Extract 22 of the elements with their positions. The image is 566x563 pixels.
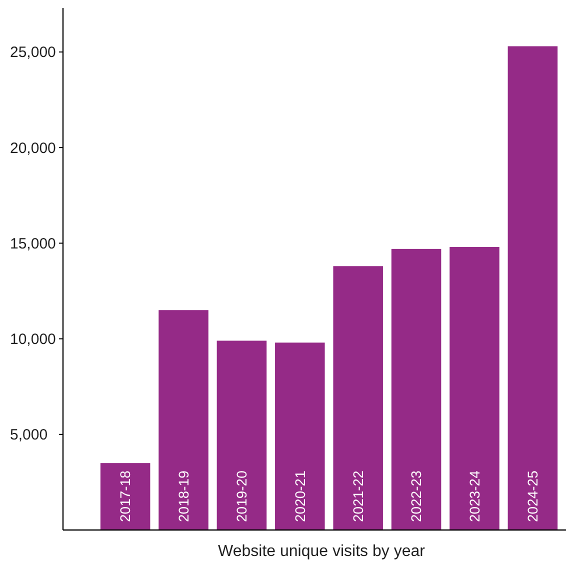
bar — [333, 266, 383, 530]
x-tick-label: 2020-21 — [292, 470, 308, 522]
x-tick-label: 2017-18 — [117, 470, 134, 522]
bar — [100, 463, 150, 530]
x-tick-label: 2024-25 — [524, 470, 541, 522]
y-tick-label: 25,000 — [10, 44, 56, 62]
bar — [508, 46, 558, 530]
y-tick-label: 15,000 — [10, 235, 56, 252]
x-tick-label: 2019-20 — [234, 470, 250, 522]
bar — [216, 340, 267, 530]
y-tick-label: 20,000 — [10, 140, 56, 157]
bar — [391, 248, 442, 530]
x-tick-label: 2021-22 — [350, 470, 366, 522]
bar — [158, 310, 208, 530]
x-tick-label: 2022-23 — [408, 470, 424, 522]
x-tick-label: 2023-24 — [466, 470, 482, 522]
y-tick-label: 10,000 — [10, 331, 56, 348]
x-tick-label: 2018-19 — [175, 470, 192, 522]
bar — [275, 342, 325, 530]
y-tick-label: 5,000 — [10, 426, 48, 444]
bar — [450, 247, 500, 530]
x-axis-title: Website unique visits by year — [218, 543, 426, 560]
